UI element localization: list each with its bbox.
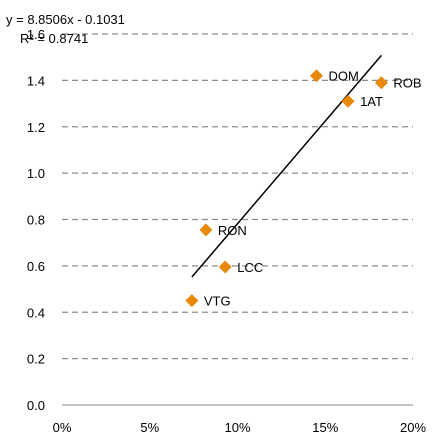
data-point-rob	[374, 76, 388, 90]
data-point-ron	[199, 223, 213, 237]
data-point-lcc	[218, 260, 232, 274]
grid-lines	[62, 33, 413, 360]
y-tick-label: 1.2	[27, 120, 45, 135]
x-tick-label: 15%	[312, 420, 338, 435]
y-tick-label: 0.6	[27, 259, 45, 274]
y-tick-label: 0.0	[27, 398, 45, 413]
trendline-r-squared: R² = 0.8741	[20, 31, 88, 46]
point-label-1at: 1AT	[360, 94, 383, 109]
x-tick-label: 10%	[224, 420, 250, 435]
x-tick-label: 0%	[53, 420, 72, 435]
x-tick-label: 5%	[140, 420, 159, 435]
data-point-dom	[309, 69, 323, 83]
trendline-equation: y = 8.8506x - 0.1031	[6, 12, 125, 27]
data-point-vtg	[185, 294, 199, 308]
point-label-ron: RON	[218, 223, 247, 238]
trendline	[191, 54, 382, 278]
point-label-rob: ROB	[393, 76, 421, 91]
y-tick-label: 0.4	[27, 305, 45, 320]
y-tick-label: 1.6	[27, 27, 45, 42]
point-label-dom: DOM	[328, 69, 358, 84]
point-labels: DOM ROB 1AT RON LCC VTG	[204, 69, 422, 309]
x-tick-labels: 0% 5% 10% 15% 20%	[53, 420, 427, 435]
point-label-lcc: LCC	[237, 260, 263, 275]
y-tick-label: 1.0	[27, 166, 45, 181]
data-point-1at	[341, 94, 355, 108]
y-tick-label: 0.8	[27, 213, 45, 228]
y-tick-labels: 0.0 0.2 0.4 0.6 0.8 1.0 1.2 1.4 1.6	[27, 27, 45, 413]
y-tick-label: 0.2	[27, 352, 45, 367]
data-points	[185, 69, 388, 308]
point-label-vtg: VTG	[204, 294, 231, 309]
x-tick-label: 20%	[400, 420, 426, 435]
y-tick-label: 1.4	[27, 73, 45, 88]
